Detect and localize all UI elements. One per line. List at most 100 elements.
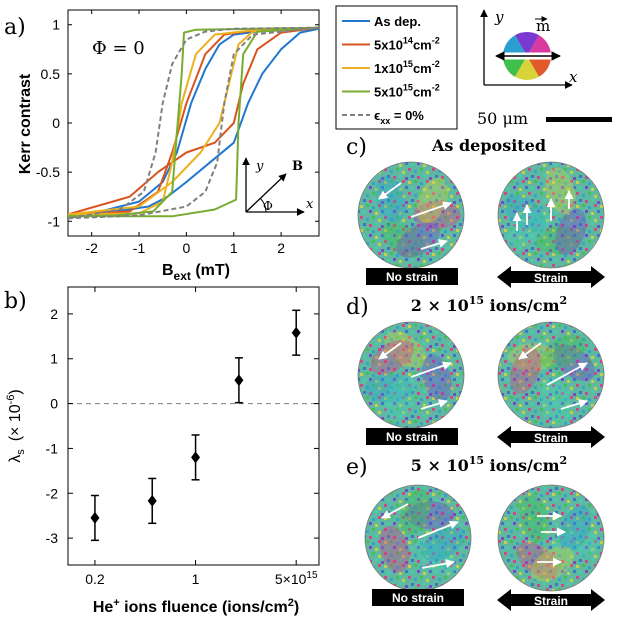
y-tick-label-a: 0 bbox=[52, 115, 60, 131]
panel-label-a: a) bbox=[4, 15, 26, 40]
magnetization-arrow bbox=[417, 520, 459, 539]
strain-label-c: Strain bbox=[534, 271, 568, 285]
domain-image-d-strain bbox=[497, 321, 605, 429]
x-tick-label-a: -2 bbox=[85, 240, 98, 256]
data-point-0 bbox=[90, 511, 100, 524]
magnetization-arrow bbox=[420, 399, 448, 410]
magnetization-arrow bbox=[378, 342, 402, 360]
inset-angle-arc bbox=[259, 197, 267, 213]
magnetization-arrow bbox=[546, 362, 588, 386]
x-axis-label-a: Bext (mT) bbox=[162, 262, 230, 283]
series-line-3-lower bbox=[68, 26, 319, 218]
plot-frame-a bbox=[67, 9, 320, 237]
caption-e-no-strain: No strain bbox=[372, 589, 464, 606]
caption-d-no-strain: No strain bbox=[366, 428, 458, 445]
no-strain-box-c bbox=[366, 268, 458, 285]
legend-label: As dep. bbox=[374, 14, 421, 29]
y-axis-label-a: Kerr contrast bbox=[17, 73, 34, 174]
magnetization-arrow bbox=[378, 182, 402, 200]
y-tick-label-a: 0.5 bbox=[41, 66, 61, 82]
wheel-x-label: x bbox=[569, 68, 578, 86]
magnetization-arrow bbox=[410, 201, 452, 218]
magnetization-arrow bbox=[420, 239, 448, 250]
inset-b-label: B bbox=[292, 159, 303, 174]
y-tick-label-b: -3 bbox=[46, 530, 59, 546]
domain-image-d-no-strain bbox=[357, 321, 465, 429]
magnetization-arrow bbox=[518, 342, 542, 360]
x-tick-label-a: 2 bbox=[277, 240, 285, 256]
caption-d-strain: Strain bbox=[497, 426, 605, 448]
magnetization-arrow bbox=[560, 399, 588, 410]
no-strain-box-e bbox=[372, 589, 464, 606]
inset-b-vector bbox=[245, 173, 287, 213]
no-strain-label-d: No strain bbox=[386, 430, 438, 444]
domain-image-c-no-strain bbox=[357, 161, 465, 269]
series-line-0-upper bbox=[68, 27, 319, 216]
series-line-4-lower bbox=[68, 26, 319, 220]
inset-x-label: x bbox=[306, 197, 314, 212]
no-strain-label-c: No strain bbox=[386, 270, 438, 284]
y-axis-label-b: λs(× 10-6) bbox=[5, 389, 27, 463]
legend-label: 5x1015cm-2 bbox=[374, 83, 440, 100]
x-tick-label-a: 0 bbox=[182, 240, 190, 256]
data-point-4 bbox=[291, 326, 301, 339]
inset-y-label: y bbox=[255, 159, 264, 174]
y-tick-label-a: 1 bbox=[52, 17, 60, 33]
y-tick-label-a: -0.5 bbox=[36, 164, 60, 180]
scale-bar-label: 50 μm bbox=[477, 109, 528, 128]
phi-annotation: Φ = 0 bbox=[92, 38, 145, 59]
series-line-2-lower bbox=[68, 26, 319, 216]
series-line-1-upper bbox=[68, 26, 319, 216]
magnetization-arrow bbox=[410, 361, 452, 378]
legend-label: 5x1014cm-2 bbox=[374, 36, 440, 53]
data-point-2 bbox=[191, 451, 201, 464]
caption-c-strain: Strain bbox=[497, 266, 605, 288]
hysteresis-chart: -2 -1 0 1 2 -1 -0.5 0 0.5 1 bbox=[36, 9, 320, 256]
y-tick-label-b: -1 bbox=[46, 440, 59, 456]
wheel-m-label: m bbox=[536, 17, 550, 35]
legend: As dep. 5x1014cm-2 1x1015cm-2 5x1015cm-2 ϵxx… bbox=[335, 5, 458, 130]
legend-label: 1x1015cm-2 bbox=[374, 59, 440, 76]
magnetization-arrow bbox=[421, 559, 455, 569]
no-strain-label-e: No strain bbox=[392, 591, 444, 605]
x-tick-label-b: 0.2 bbox=[85, 571, 105, 587]
caption-e-strain: Strain bbox=[497, 589, 605, 611]
x-tick-label-a: 1 bbox=[230, 240, 238, 256]
strain-arrow-e bbox=[497, 589, 605, 611]
y-tick-label-b: 1 bbox=[50, 351, 58, 367]
panel-label-b: b) bbox=[4, 289, 27, 314]
data-point-3 bbox=[234, 374, 244, 387]
domain-image-e-no-strain bbox=[364, 484, 472, 592]
series-line-3-upper bbox=[68, 26, 319, 218]
panel-title-d: 2 × 1015 ions/cm2 bbox=[411, 294, 567, 315]
panel-label-c: c) bbox=[346, 135, 367, 160]
domain-image-c-strain bbox=[497, 161, 605, 269]
data-point-1 bbox=[147, 494, 157, 507]
magnetostriction-chart: 0.2 1 5×1015 -3 -2 -1 0 1 2 bbox=[46, 286, 320, 587]
strain-label-e: Strain bbox=[534, 594, 568, 608]
scale-bar bbox=[546, 117, 612, 122]
panel-title-e: 5 × 1015 ions/cm2 bbox=[411, 454, 567, 475]
x-tick-label-a: -1 bbox=[133, 240, 146, 256]
y-tick-label-b: -2 bbox=[46, 485, 59, 501]
no-strain-box-d bbox=[366, 428, 458, 445]
magnetization-arrow bbox=[381, 503, 409, 519]
wheel-y-label: y bbox=[494, 8, 504, 26]
x-axis-label-b: He+ ions fluence (ions/cm2) bbox=[93, 597, 299, 616]
caption-c-no-strain: No strain bbox=[366, 268, 458, 285]
panel-label-d: d) bbox=[346, 295, 369, 320]
y-tick-label-b: 0 bbox=[50, 396, 58, 412]
x-tick-label-b: 1 bbox=[192, 571, 200, 587]
x-tick-label-b: 5×1015 bbox=[275, 570, 318, 587]
strain-arrow-d bbox=[497, 426, 605, 448]
panel-label-e: e) bbox=[346, 455, 368, 480]
legend-label: ϵxx = 0% bbox=[374, 108, 424, 126]
y-tick-label-b: 2 bbox=[50, 306, 58, 322]
strain-label-d: Strain bbox=[534, 431, 568, 445]
strain-arrow-c bbox=[497, 266, 605, 288]
inset-phi-label: Φ bbox=[263, 199, 273, 213]
plot-frame-b bbox=[67, 286, 320, 566]
y-tick-label-a: -1 bbox=[48, 213, 61, 229]
color-wheel bbox=[503, 31, 551, 81]
